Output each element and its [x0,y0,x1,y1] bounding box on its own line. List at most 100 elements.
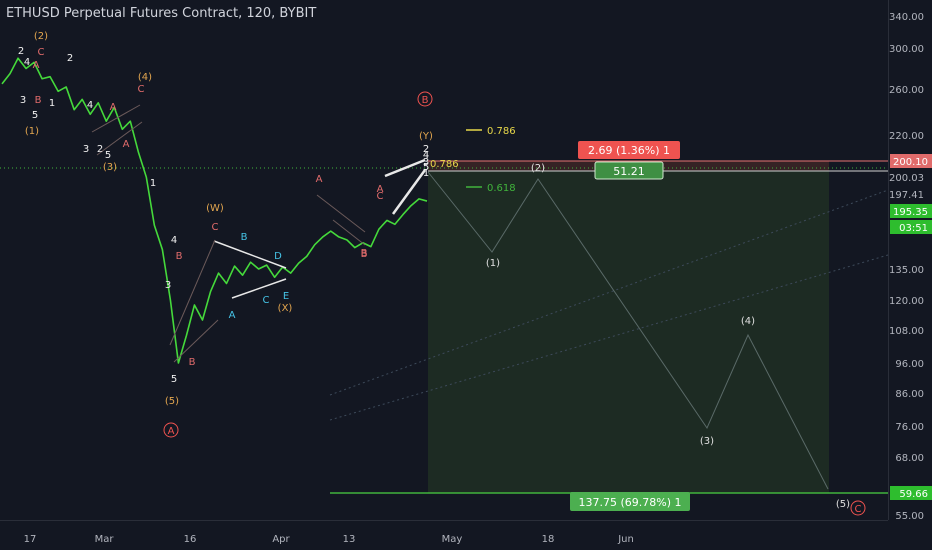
x-tick-label: Mar [95,534,115,545]
wave-label-orange: (5) [165,396,179,407]
wave-label-cyan: B [241,232,248,243]
wave-label-white: 3 [423,157,429,168]
wave-label-salmon: B [189,357,196,368]
wave-label-white: 3 [20,95,26,106]
x-tick-label: Jun [617,534,634,545]
circled-wave-label: B [422,95,429,106]
triangle-lower-line [231,278,287,299]
projection-label: (4) [741,316,755,327]
x-tick-label: Apr [272,534,290,545]
risk-label-box [578,141,680,159]
price-axis[interactable] [888,0,932,520]
wave-label-white: 2 [67,53,73,64]
wave-label-white: 1 [49,98,55,109]
x-tick-label: 17 [24,534,37,545]
wave-label-salmon: C [138,84,145,95]
wave-label-orange: (Y) [419,131,433,142]
wave-label-salmon: A [377,184,384,195]
y-tick-label: 108.00 [889,326,924,337]
wave-label-salmon: B [361,248,368,259]
price-tag-label: 59.66 [899,489,928,500]
wave-label-orange: (3) [103,162,117,173]
wave-label-white: 3 [165,280,171,291]
wave-label-white: 5 [32,110,38,121]
wedge-upper-line [384,158,426,178]
wave-label-salmon: A [123,139,130,150]
projection-label: (2) [531,163,545,174]
y-tick-label: 135.00 [889,265,924,276]
wave-label-salmon: C [38,47,45,58]
circled-wave-label: A [168,426,175,437]
y-tick-label: 220.00 [889,131,924,142]
projection-label: (1) [486,258,500,269]
trendline-lower [329,254,889,421]
wave-label-salmon: B [35,95,42,106]
fib-level-label: 0.786 [430,159,459,170]
wave-label-orange: (1) [25,126,39,137]
wedge-lower-line [391,169,427,215]
wave-label-cyan: C [263,295,270,306]
circled-wave-ring [417,91,433,107]
wave-label-salmon: C [212,222,219,233]
wave-label-salmon: B [176,251,183,262]
circled-wave-ring [850,500,866,516]
reward-label: 137.75 (69.78%) 1 [578,496,681,509]
channel-line [169,239,216,346]
price-tag-label: 03:51 [899,223,928,234]
wave-label-cyan: E [283,291,289,302]
fib-level-label: 0.618 [487,183,516,194]
price-tag-label: 200.10 [893,157,928,168]
y-tick-label: 197.41 [889,190,924,201]
target-box-label: 51.21 [613,165,645,178]
wave-label-white: 5 [423,162,429,173]
wave-label-white: 1 [150,178,156,189]
channel-line [91,104,141,133]
wave-label-white: 4 [171,235,177,246]
wave-label-white: 1 [423,168,429,179]
y-tick-label: 76.00 [895,422,924,433]
y-tick-label: 300.00 [889,44,924,55]
wave-label-white: 5 [105,150,111,161]
channel-line [316,194,366,233]
price-tag-box [890,486,932,500]
price-tag-box [890,154,932,168]
wave-label-salmon: C [377,191,384,202]
x-tick-label: 13 [343,534,356,545]
x-tick-label: May [442,534,463,545]
projection-path [427,171,829,490]
target-box [594,161,664,180]
time-axis[interactable] [0,520,888,550]
y-tick-label: 120.00 [889,296,924,307]
wave-label-white: 3 [83,144,89,155]
circled-wave-ring [163,422,179,438]
wave-label-white: 2 [423,144,429,155]
y-tick-label: 68.00 [895,453,924,464]
wave-label-white: 2 [18,46,24,57]
wave-label-salmon: A [33,60,40,71]
y-tick-label: 55.00 [895,511,924,522]
wave-label-cyan: D [274,251,282,262]
y-tick-label: 200.03 [889,173,924,184]
wave-label-salmon: A [316,174,323,185]
wave-label-white: 4 [24,57,30,68]
price-tag-box [890,220,932,234]
price-tag-label: 195.35 [893,207,928,218]
x-tick-label: 16 [184,534,197,545]
y-tick-label: 86.00 [895,389,924,400]
wave-label-white: 4 [423,150,429,161]
y-tick-label: 340.00 [889,12,924,23]
fib-level-label: 0.786 [487,126,516,137]
wave-label-salmon: A [110,102,117,113]
projection-label: (5) [836,499,850,510]
wave-label-orange: (2) [34,31,48,42]
wave-label-salmon: B [361,249,368,260]
channel-line [332,219,366,246]
channel-line [96,121,143,156]
price-series-line [1,57,428,364]
risk-label: 2.69 (1.36%) 1 [588,144,670,157]
y-tick-label: 260.00 [889,85,924,96]
chart-title: ETHUSD Perpetual Futures Contract, 120, … [6,6,317,21]
wave-label-orange: (W) [206,203,224,214]
triangle-upper-line [213,240,287,269]
